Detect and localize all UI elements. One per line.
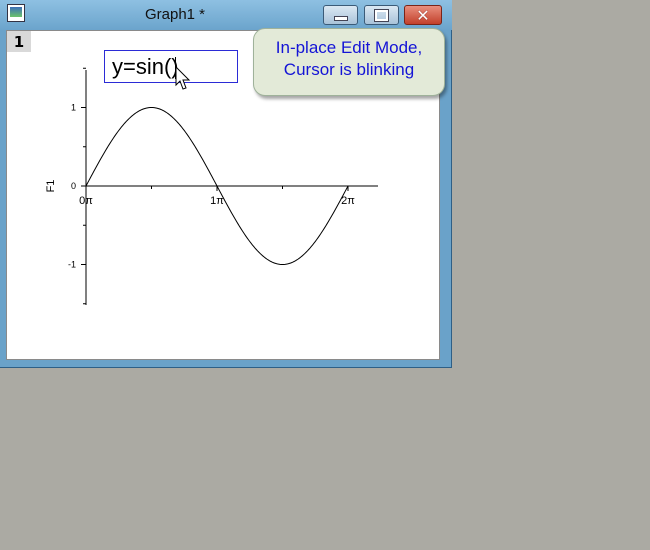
close-icon: ✕ (416, 5, 430, 25)
tick-labels: 1 0 -1 0π 1π 2π (68, 103, 355, 270)
callout-line-2: Cursor is blinking (283, 60, 415, 79)
callout-line-1: In-place Edit Mode, (275, 38, 423, 57)
y-tick-label: 0 (71, 181, 76, 191)
close-button[interactable]: ✕ (404, 5, 442, 25)
x-tick-label: 2π (341, 195, 355, 207)
text-edit-box[interactable]: y=sin() (104, 50, 238, 83)
x-tick-label: 1π (210, 195, 224, 207)
maximize-icon (374, 8, 389, 22)
maximize-button[interactable] (364, 5, 399, 25)
y-tick-label: -1 (68, 260, 76, 270)
sine-curve[interactable] (85, 106, 349, 266)
title-bar[interactable]: Graph1 * ✕ (0, 0, 452, 30)
window-title: Graph1 * (144, 6, 206, 23)
layer-tab[interactable]: 1 (7, 31, 31, 52)
x-tick-label: 0π (79, 195, 93, 207)
i-beam-pointer-icon (175, 66, 191, 90)
y-tick-label: 1 (71, 103, 76, 113)
plot-axes (85, 70, 378, 305)
minimize-button[interactable] (323, 5, 358, 25)
edit-mode-callout: In-place Edit Mode, Cursor is blinking (253, 28, 445, 96)
edit-text[interactable]: y=sin() (112, 54, 179, 79)
plot-ticks (81, 67, 349, 305)
graph-app-icon[interactable] (7, 4, 25, 22)
minimize-icon (333, 15, 348, 21)
y-axis-label[interactable]: F1 (45, 180, 57, 193)
